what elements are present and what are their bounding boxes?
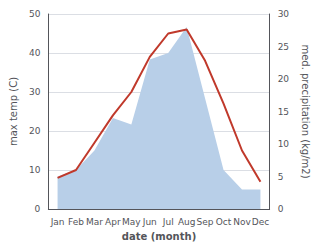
svg-text:May: May	[122, 217, 141, 227]
svg-text:0: 0	[278, 204, 284, 214]
svg-text:Oct: Oct	[216, 217, 232, 227]
svg-text:20: 20	[278, 74, 290, 84]
svg-text:Feb: Feb	[68, 217, 84, 227]
svg-text:Jan: Jan	[50, 217, 65, 227]
svg-text:30: 30	[278, 9, 290, 19]
svg-text:40: 40	[29, 48, 41, 58]
svg-text:Jul: Jul	[162, 217, 174, 227]
svg-text:20: 20	[29, 126, 41, 136]
svg-text:Aug: Aug	[178, 217, 196, 227]
svg-text:Nov: Nov	[233, 217, 251, 227]
svg-text:25: 25	[278, 42, 289, 52]
svg-text:15: 15	[278, 107, 289, 117]
svg-text:0: 0	[35, 204, 41, 214]
svg-text:50: 50	[29, 9, 41, 19]
svg-text:Sep: Sep	[197, 217, 214, 227]
svg-text:Mar: Mar	[86, 217, 103, 227]
svg-text:date (month): date (month)	[122, 231, 196, 242]
svg-text:Apr: Apr	[105, 217, 121, 227]
svg-text:Jun: Jun	[142, 217, 157, 227]
svg-text:5: 5	[278, 172, 284, 182]
svg-text:med. precipitation (kg/m2): med. precipitation (kg/m2)	[300, 44, 311, 178]
svg-text:10: 10	[278, 139, 290, 149]
svg-text:10: 10	[29, 165, 41, 175]
svg-text:max temp (C): max temp (C)	[8, 77, 19, 146]
svg-text:Dec: Dec	[252, 217, 269, 227]
svg-text:30: 30	[29, 87, 41, 97]
